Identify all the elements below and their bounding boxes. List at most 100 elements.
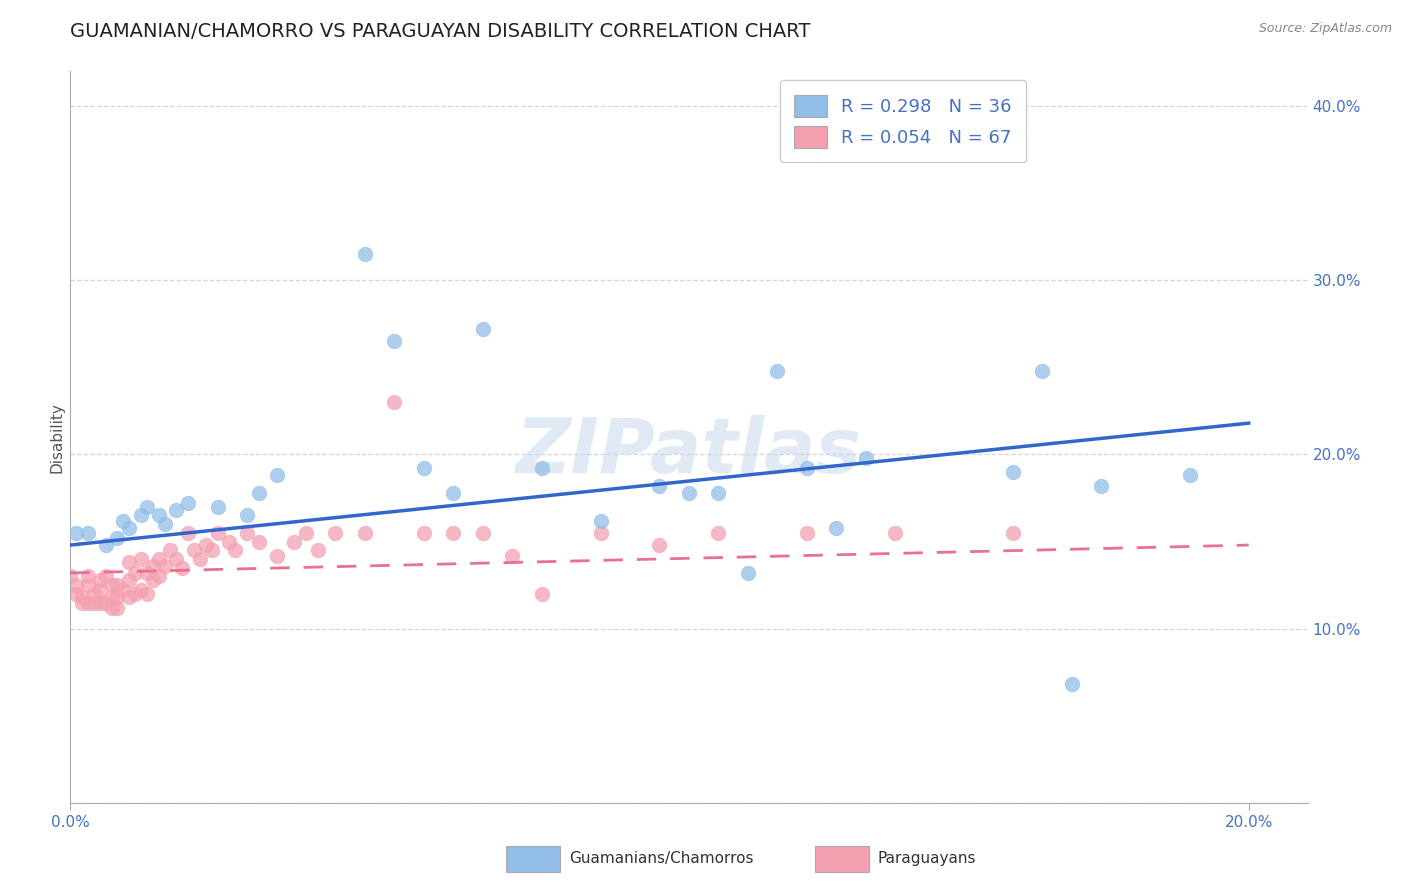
- Point: [112, 583, 135, 598]
- Point: [77, 569, 100, 583]
- Point: [129, 508, 152, 523]
- Point: [135, 587, 157, 601]
- Point: [218, 534, 240, 549]
- Point: [188, 552, 211, 566]
- Point: [295, 525, 318, 540]
- Point: [471, 525, 494, 540]
- Point: [855, 450, 877, 465]
- Point: [107, 531, 129, 545]
- Text: Guamanians/Chamorros: Guamanians/Chamorros: [569, 852, 754, 866]
- Point: [148, 569, 170, 583]
- Point: [247, 534, 270, 549]
- Point: [107, 600, 129, 615]
- Point: [589, 514, 612, 528]
- Point: [412, 461, 434, 475]
- Point: [89, 583, 111, 598]
- Point: [1001, 525, 1024, 540]
- Point: [165, 503, 187, 517]
- Point: [83, 587, 105, 601]
- Point: [100, 591, 122, 605]
- Point: [135, 566, 157, 580]
- Point: [1001, 465, 1024, 479]
- Point: [207, 500, 229, 514]
- Point: [382, 334, 405, 349]
- Point: [100, 600, 122, 615]
- Point: [412, 525, 434, 540]
- Y-axis label: Disability: Disability: [49, 401, 65, 473]
- Point: [129, 552, 152, 566]
- Point: [135, 500, 157, 514]
- Point: [737, 566, 759, 580]
- Point: [589, 525, 612, 540]
- Point: [266, 468, 288, 483]
- Point: [77, 595, 100, 609]
- Point: [283, 534, 305, 549]
- Point: [177, 496, 200, 510]
- Point: [354, 247, 377, 261]
- Point: [236, 525, 259, 540]
- Point: [707, 485, 730, 500]
- Point: [118, 521, 141, 535]
- Point: [224, 543, 246, 558]
- Point: [70, 591, 93, 605]
- Point: [153, 517, 176, 532]
- Point: [501, 549, 523, 563]
- Point: [118, 573, 141, 587]
- Point: [100, 578, 122, 592]
- Point: [441, 485, 464, 500]
- Text: GUAMANIAN/CHAMORRO VS PARAGUAYAN DISABILITY CORRELATION CHART: GUAMANIAN/CHAMORRO VS PARAGUAYAN DISABIL…: [70, 22, 811, 41]
- Point: [107, 591, 129, 605]
- Point: [118, 556, 141, 570]
- Point: [65, 578, 87, 592]
- Point: [382, 395, 405, 409]
- Legend: R = 0.298   N = 36, R = 0.054   N = 67: R = 0.298 N = 36, R = 0.054 N = 67: [780, 80, 1026, 162]
- Point: [678, 485, 700, 500]
- Point: [1060, 677, 1083, 691]
- Point: [89, 595, 111, 609]
- Point: [530, 587, 553, 601]
- Text: Source: ZipAtlas.com: Source: ZipAtlas.com: [1258, 22, 1392, 36]
- Point: [825, 521, 848, 535]
- Point: [354, 525, 377, 540]
- Text: Paraguayans: Paraguayans: [877, 852, 976, 866]
- Point: [112, 514, 135, 528]
- Point: [148, 552, 170, 566]
- Point: [648, 538, 671, 552]
- Point: [165, 552, 187, 566]
- Point: [118, 591, 141, 605]
- Point: [159, 543, 181, 558]
- Point: [183, 543, 205, 558]
- Point: [441, 525, 464, 540]
- Point: [124, 566, 146, 580]
- Point: [177, 525, 200, 540]
- Point: [247, 485, 270, 500]
- Point: [77, 578, 100, 592]
- Point: [796, 461, 818, 475]
- Point: [1090, 479, 1112, 493]
- Point: [83, 595, 105, 609]
- Point: [172, 560, 194, 574]
- Point: [884, 525, 907, 540]
- Point: [207, 525, 229, 540]
- Point: [65, 525, 87, 540]
- Point: [707, 525, 730, 540]
- Point: [148, 508, 170, 523]
- Point: [153, 558, 176, 573]
- Point: [107, 578, 129, 592]
- Point: [648, 479, 671, 493]
- Point: [194, 538, 217, 552]
- Point: [766, 364, 789, 378]
- Point: [201, 543, 224, 558]
- Point: [796, 525, 818, 540]
- Point: [65, 587, 87, 601]
- Point: [142, 558, 165, 573]
- Point: [94, 595, 117, 609]
- Point: [1031, 364, 1053, 378]
- Point: [70, 595, 93, 609]
- Point: [236, 508, 259, 523]
- Text: ZIPatlas: ZIPatlas: [516, 415, 862, 489]
- Point: [77, 525, 100, 540]
- Point: [307, 543, 329, 558]
- Point: [325, 525, 347, 540]
- Point: [471, 322, 494, 336]
